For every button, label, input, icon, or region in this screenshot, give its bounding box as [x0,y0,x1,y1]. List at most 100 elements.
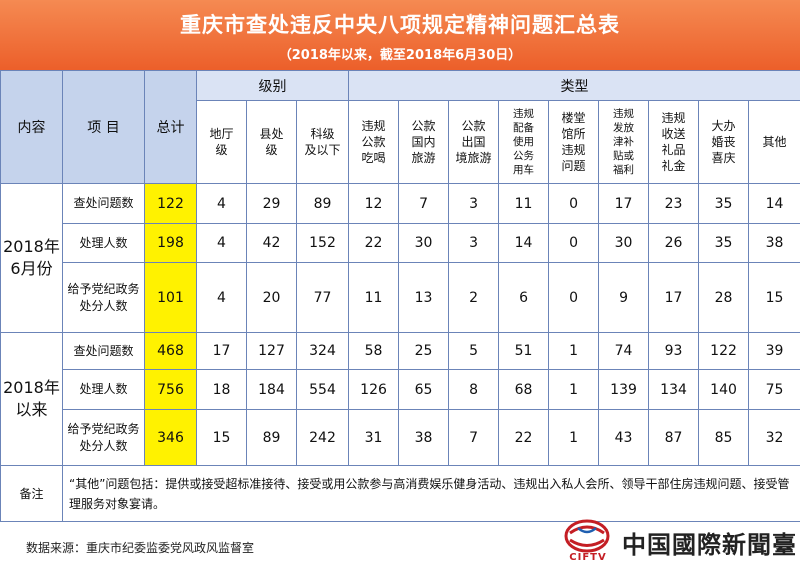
cftv-logo: CIFTV 中国國際新聞臺 [558,517,798,567]
type-value-cell: 93 [648,332,700,370]
note-row: 备注 “其他”问题包括：提供或接受超标准接待、接受或用公款参与高消费娱乐健身活动… [0,465,800,522]
level-value-cell: 127 [246,332,297,370]
type-value-cell: 3 [448,223,500,263]
col-header-type: 违规 收送 礼品 礼金 [648,100,700,184]
type-value-cell: 3 [448,183,500,224]
type-value-cell: 39 [748,332,800,370]
type-value-cell: 9 [598,262,650,333]
type-value-cell: 1 [548,332,600,370]
type-value-cell: 0 [548,262,600,333]
type-value-cell: 32 [748,409,800,466]
table-row: 处理人数 756 18 184 554 126 65 8 68 1 139 134 140 75 [1,369,800,410]
row-item-label: 处理人数 [62,369,145,410]
type-value-cell: 13 [398,262,450,333]
header-banner: 重庆市查处违反中央八项规定精神问题汇总表 （2018年以来，截至2018年6月3… [0,0,800,70]
level-value-cell: 77 [295,262,350,333]
table-row: 2018年 以来 查处问题数 468 17 127 324 58 25 5 51 1 74 93 122 3… [0,332,800,466]
type-value-cell: 35 [698,183,750,224]
type-value-cell: 139 [598,369,650,410]
total-cell: 346 [144,409,197,466]
type-value-cell: 7 [398,183,450,224]
type-value-cell: 7 [448,409,500,466]
table-row: 给予党纪政务 处分人数 101 4 20 77 11 13 2 6 0 9 17 28 15 [1,262,800,333]
level-value-cell: 4 [196,183,247,224]
type-value-cell: 65 [398,369,450,410]
level-value-cell: 324 [295,332,350,370]
type-value-cell: 30 [398,223,450,263]
type-value-cell: 87 [648,409,700,466]
header-row-groups: 内容 项 目 总计 级别 类型 [0,70,800,184]
col-header-total: 总计 [144,70,197,184]
period-label: 2018年 以来 [0,332,63,466]
type-value-cell: 126 [348,369,400,410]
type-value-cell: 31 [348,409,400,466]
type-value-cell: 14 [748,183,800,224]
group-header-level: 级别 [195,70,350,101]
type-value-cell: 22 [348,223,400,263]
type-value-cell: 68 [498,369,550,410]
level-value-cell: 42 [246,223,297,263]
row-item-label: 给予党纪政务 处分人数 [62,262,145,333]
level-value-cell: 17 [196,332,247,370]
type-value-cell: 1 [548,369,600,410]
type-value-cell: 11 [498,183,550,224]
type-value-cell: 2 [448,262,500,333]
level-value-cell: 29 [246,183,297,224]
col-header-type: 公款 国内 旅游 [398,100,450,184]
type-value-cell: 0 [548,223,600,263]
level-value-cell: 89 [295,183,350,224]
col-header-level: 地厅 级 [196,100,247,184]
type-value-cell: 8 [448,369,500,410]
col-header-item: 项 目 [62,70,145,184]
type-value-cell: 22 [498,409,550,466]
type-value-cell: 75 [748,369,800,410]
level-value-cell: 242 [295,409,350,466]
col-header-level: 县处 级 [246,100,297,184]
col-header-content: 内容 [0,70,63,184]
level-value-cell: 152 [295,223,350,263]
period-label: 2018年 6月份 [0,183,63,333]
cftv-globe-logo-icon [564,519,610,553]
data-source: 数据来源：重庆市纪委监委党风政风监督室 [26,541,255,555]
level-value-cell: 18 [196,369,247,410]
type-value-cell: 28 [698,262,750,333]
col-header-type: 违规 配备 使用 公务 用车 [498,100,550,184]
type-value-cell: 5 [448,332,500,370]
logo-chinese: 中国國際新聞臺 [622,531,797,559]
table-row: 给予党纪政务 处分人数 346 15 89 242 31 38 7 22 1 43 87 85 32 [1,409,800,466]
type-value-cell: 0 [548,183,600,224]
type-value-cell: 38 [398,409,450,466]
table-row: 2018年 6月份 查处问题数 122 4 29 89 12 7 3 11 0 17 23 35 14 [0,183,800,333]
type-value-cell: 43 [598,409,650,466]
total-cell: 468 [144,332,197,370]
type-value-cell: 14 [498,223,550,263]
total-cell: 122 [144,183,197,224]
type-value-cell: 38 [748,223,800,263]
summary-table: 内容 项 目 总计 级别 类型 地厅 级县处 级科级 及以下 违规 公款 吃喝 公款… [0,70,800,522]
col-header-type: 大办 婚丧 喜庆 [698,100,750,184]
type-value-cell: 26 [648,223,700,263]
header-row-columns: 地厅 级县处 级科级 及以下 违规 公款 吃喝 公款 国内 旅游 公款 出国 境旅游违… [1,100,800,184]
row-item-label: 查处问题数 [62,332,145,370]
type-value-cell: 17 [648,262,700,333]
level-value-cell: 4 [196,223,247,263]
type-value-cell: 140 [698,369,750,410]
type-value-cell: 51 [498,332,550,370]
total-cell: 756 [144,369,197,410]
col-header-type: 其他 [748,100,800,184]
row-item-label: 处理人数 [62,223,145,263]
note-label: 备注 [0,465,63,522]
table-row: 处理人数 198 4 42 152 22 30 3 14 0 30 26 35 38 [1,223,800,263]
type-value-cell: 74 [598,332,650,370]
type-value-cell: 30 [598,223,650,263]
level-value-cell: 20 [246,262,297,333]
level-value-cell: 15 [196,409,247,466]
group-header-type: 类型 [348,70,800,101]
table-body: 2018年 6月份 查处问题数 122 4 29 89 12 7 3 11 0 17 23 35 14 处理人… [0,183,800,466]
type-value-cell: 11 [348,262,400,333]
page-title: 重庆市查处违反中央八项规定精神问题汇总表 [180,13,620,37]
col-header-type: 违规 公款 吃喝 [348,100,400,184]
type-value-cell: 35 [698,223,750,263]
type-value-cell: 23 [648,183,700,224]
total-cell: 198 [144,223,197,263]
